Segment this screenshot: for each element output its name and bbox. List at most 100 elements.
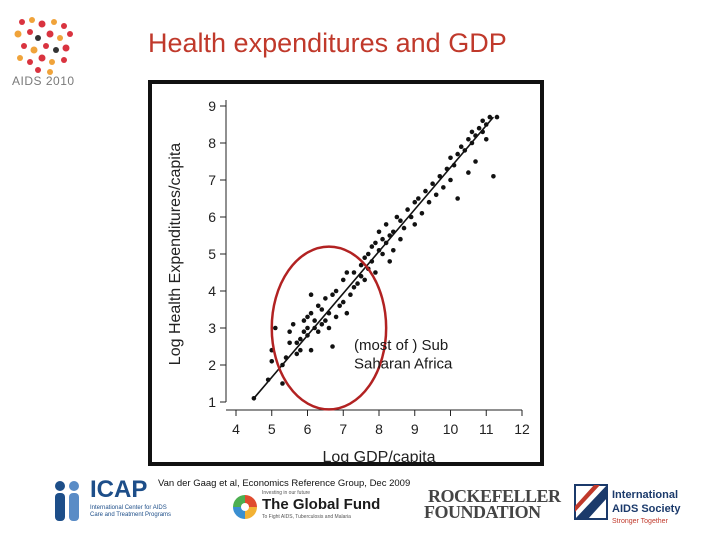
rockefeller-line2: FOUNDATION [424,502,541,522]
data-point [294,351,300,357]
data-point [362,255,367,260]
data-point [480,118,485,124]
data-point [448,155,453,161]
data-point [373,240,378,246]
data-point [337,303,342,309]
y-tick-label: 4 [208,283,216,299]
data-point [280,381,285,386]
data-point [483,137,489,142]
data-point [323,296,328,301]
y-tick-label: 5 [208,246,216,262]
data-point [319,307,325,312]
citation: Van der Gaag et al, Economics Reference … [158,478,411,489]
x-tick-label: 10 [443,421,459,437]
data-point [351,270,357,275]
data-point [373,270,378,275]
y-tick-label: 7 [208,172,216,188]
data-point [365,251,371,257]
data-point [380,236,385,242]
chart-frame: 1 2 3 4 5 6 7 8 9 4 5 6 7 8 9 10 11 12 Log GDP/capita Log H… [148,80,544,466]
data-point [294,340,300,346]
data-point [416,196,421,201]
data-point [476,125,482,131]
data-point [398,236,403,242]
sub-saharan-africa-ellipse [270,245,388,411]
data-point [469,129,475,135]
icap-name: ICAP [90,476,148,503]
ias-line2: AIDS Society [612,503,681,515]
data-point [305,314,310,320]
ias-tagline: Stronger Together [612,518,668,525]
data-point [298,336,303,342]
data-point [362,277,367,283]
rockefeller-line1: ROCKEFELLER [428,486,561,506]
x-tick-label: 11 [479,421,494,437]
data-point [340,299,346,305]
data-point [308,347,314,353]
data-point [301,329,307,334]
data-point [441,185,446,190]
data-point [380,251,385,257]
y-tick-label: 2 [208,357,216,373]
y-tick-label: 1 [208,394,216,410]
y-axis-label: Log Health Expenditures/capita [167,143,184,365]
data-point [344,270,350,275]
data-point [423,188,428,194]
data-point [351,285,357,290]
data-point [426,199,432,205]
data-point [376,229,382,235]
data-point [355,281,360,286]
icap-figures-icon [55,481,79,521]
data-point [269,359,275,364]
ias-line1: International [612,489,679,501]
data-point [455,151,460,157]
data-point [330,292,335,297]
data-point [391,248,396,253]
data-point [308,292,314,297]
data-point [458,144,464,149]
data-point [333,288,339,294]
aids-2010-logo [14,17,73,75]
data-point [369,244,375,249]
data-point [308,310,314,316]
data-point [487,114,493,120]
x-tick-label: 9 [411,421,419,437]
data-point [466,137,471,142]
data-point [494,114,500,120]
global-fund-name: The Global Fund [262,496,381,513]
data-point [405,207,410,212]
chart-overlay: (most of ) Sub Saharan Africa [253,116,495,411]
data-point [401,225,407,231]
data-point [315,329,321,334]
data-point [326,325,332,331]
data-point [473,159,478,164]
data-point [491,174,496,179]
data-point [319,322,325,327]
data-point [433,192,439,198]
data-point [466,170,471,175]
x-tick-label: 8 [375,421,383,437]
x-tick-label: 6 [304,421,312,437]
x-tick-label: 7 [339,421,347,437]
data-point [437,174,443,179]
data-point [394,214,400,220]
y-tick-label: 6 [208,209,216,225]
data-point [287,340,292,346]
data-point [455,196,460,201]
data-point [287,329,292,334]
data-point [430,181,435,186]
slide-title: Health expenditures and GDP [148,28,507,58]
data-point [383,222,389,227]
aids-2010-label: AIDS 2010 [12,74,75,88]
data-point [315,303,321,309]
data-point [323,318,328,323]
global-fund-subtitle: To Fight AIDS, Tuberculosis and Malaria [262,514,351,520]
data-point [298,347,303,353]
data-point [358,273,364,279]
y-tick-label: 9 [208,98,216,114]
data-point [348,292,353,297]
data-point [387,259,393,264]
data-point [412,199,418,205]
global-fund-tagline: Investing in our future [262,490,311,496]
